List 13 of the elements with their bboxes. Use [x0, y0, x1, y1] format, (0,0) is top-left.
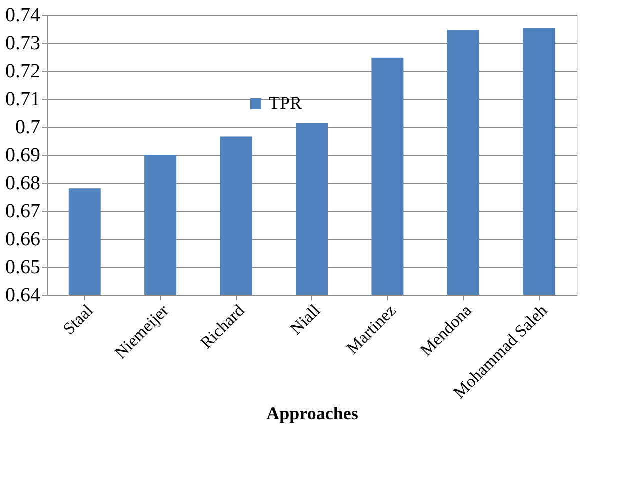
- y-tick-label: 0.69: [6, 144, 40, 166]
- y-tick-label: 0.74: [6, 4, 40, 26]
- y-tick-label: 0.7: [16, 116, 40, 138]
- y-tick-label: 0.72: [6, 60, 40, 82]
- y-tick-label: 0.67: [6, 200, 40, 222]
- y-tick-label: 0.65: [6, 256, 40, 278]
- x-axis-title: Approaches: [266, 404, 358, 424]
- legend-label: TPR: [269, 93, 302, 113]
- y-tick-label: 0.66: [6, 228, 40, 250]
- y-tick-label: 0.73: [6, 32, 40, 54]
- y-tick-label: 0.71: [6, 88, 40, 110]
- y-tick-label: 0.64: [6, 284, 40, 306]
- y-tick-label: 0.68: [6, 172, 40, 194]
